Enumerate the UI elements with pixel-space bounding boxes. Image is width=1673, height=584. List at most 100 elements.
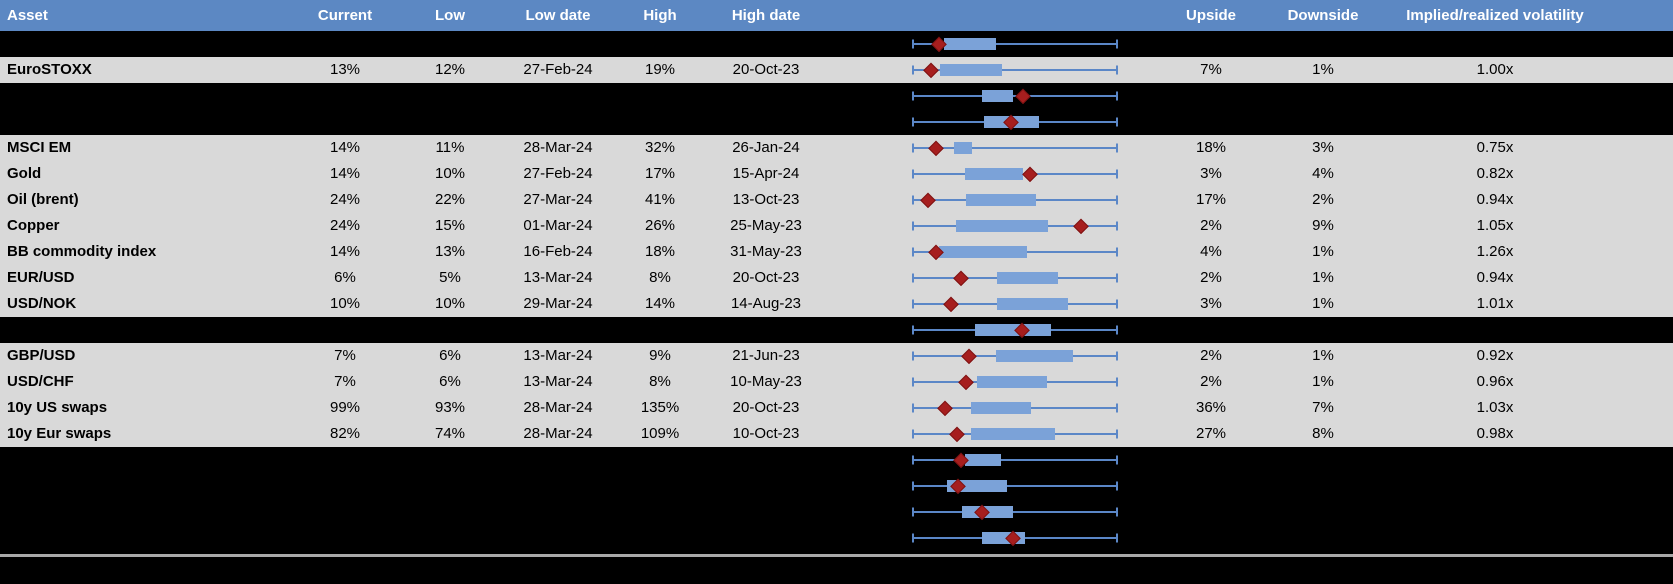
downside-value: 2% xyxy=(1312,191,1334,208)
whisker-cap-left xyxy=(912,377,914,387)
current-value xyxy=(295,31,395,57)
diamond-marker-icon xyxy=(953,270,969,286)
column-header-low-date: Low date xyxy=(525,7,591,24)
downside-value: 4% xyxy=(1312,165,1334,182)
low-date-value: 28-Mar-24 xyxy=(523,425,593,442)
upside-value: 18% xyxy=(1195,139,1227,156)
high-value: 18% xyxy=(644,243,676,260)
downside-value: 7% xyxy=(1312,399,1334,416)
whisker-cap-right xyxy=(1116,143,1118,153)
table-header-row: Asset Current Low Low date High High dat… xyxy=(0,0,1673,31)
current-value xyxy=(295,447,395,473)
implied-realized-value xyxy=(1395,473,1595,499)
current-value: 6% xyxy=(334,269,356,286)
low-date-value: 29-Mar-24 xyxy=(523,295,593,312)
iqr-box xyxy=(997,298,1068,310)
downside-value xyxy=(1268,83,1378,109)
whisker-cap-right xyxy=(1116,221,1118,231)
low-value xyxy=(400,447,500,473)
boxplot xyxy=(912,395,1118,421)
boxplot xyxy=(912,265,1118,291)
downside-value: 1% xyxy=(1312,243,1334,260)
table-row: EuroSTOXX 13% 12% 27-Feb-24 19% 20-Oct-2… xyxy=(0,57,1673,83)
iqr-box xyxy=(965,168,1023,180)
high-date-value: 20-Oct-23 xyxy=(732,269,800,286)
whisker-cap-left xyxy=(912,91,914,101)
implied-realized-value xyxy=(1395,447,1595,473)
iqr-box xyxy=(944,38,997,50)
diamond-marker-icon xyxy=(1015,88,1031,104)
whisker-cap-left xyxy=(912,325,914,335)
asset-name: EUR/USD xyxy=(7,269,75,286)
boxplot xyxy=(912,473,1118,499)
high-date-value xyxy=(701,31,831,57)
diamond-marker-icon xyxy=(937,400,953,416)
table-row: BB commodity index 14% 13% 16-Feb-24 18%… xyxy=(0,239,1673,265)
boxplot xyxy=(912,317,1118,343)
low-value xyxy=(400,499,500,525)
low-value: 15% xyxy=(434,217,466,234)
low-value: 11% xyxy=(435,139,465,156)
low-date-value xyxy=(493,317,623,343)
high-date-value: 20-Oct-23 xyxy=(732,61,800,78)
high-date-value: 10-May-23 xyxy=(730,373,802,390)
boxplot xyxy=(912,187,1118,213)
implied-realized-value: 0.94x xyxy=(1476,269,1514,286)
current-value xyxy=(295,109,395,135)
asset-name: Copper xyxy=(7,217,60,234)
low-value: 5% xyxy=(439,269,461,286)
iqr-box xyxy=(956,220,1048,232)
implied-realized-value: 0.75x xyxy=(1476,139,1514,156)
asset-name: USD/NOK xyxy=(7,295,77,312)
table-footer xyxy=(0,551,1673,584)
implied-realized-value: 1.26x xyxy=(1476,243,1514,260)
diamond-marker-icon xyxy=(949,426,965,442)
implied-realized-value xyxy=(1395,109,1595,135)
upside-value xyxy=(1156,473,1266,499)
column-header-high-date: High date xyxy=(731,7,801,24)
boxplot xyxy=(912,135,1118,161)
boxplot xyxy=(912,291,1118,317)
iqr-box xyxy=(965,454,1002,466)
current-value: 82% xyxy=(329,425,361,442)
iqr-box xyxy=(971,428,1055,440)
whisker-cap-right xyxy=(1116,65,1118,75)
asset-name: GBP/USD xyxy=(7,347,76,364)
implied-realized-value xyxy=(1395,525,1595,551)
low-value xyxy=(400,473,500,499)
whisker-cap-right xyxy=(1116,481,1118,491)
upside-value xyxy=(1156,83,1266,109)
iqr-box xyxy=(966,194,1036,206)
low-date-value: 01-Mar-24 xyxy=(523,217,593,234)
implied-realized-value: 0.92x xyxy=(1476,347,1514,364)
table-row xyxy=(0,499,1673,525)
high-date-value xyxy=(701,317,831,343)
high-value xyxy=(610,447,710,473)
high-value: 135% xyxy=(640,399,680,416)
boxplot xyxy=(912,213,1118,239)
high-value: 14% xyxy=(644,295,676,312)
low-value: 22% xyxy=(434,191,466,208)
low-value: 13% xyxy=(434,243,466,260)
whisker-line xyxy=(912,511,1118,513)
low-value: 6% xyxy=(439,347,461,364)
upside-value: 3% xyxy=(1200,165,1222,182)
whisker-cap-right xyxy=(1116,39,1118,49)
asset-name: MSCI EM xyxy=(7,139,72,156)
whisker-cap-left xyxy=(912,39,914,49)
high-date-value: 25-May-23 xyxy=(730,217,802,234)
low-value xyxy=(400,317,500,343)
high-date-value: 13-Oct-23 xyxy=(732,191,800,208)
low-value: 93% xyxy=(434,399,466,416)
implied-realized-value: 0.94x xyxy=(1476,191,1514,208)
whisker-cap-right xyxy=(1116,325,1118,335)
current-value xyxy=(295,317,395,343)
low-value: 12% xyxy=(434,61,466,78)
table-row: Copper 24% 15% 01-Mar-24 26% 25-May-23 2… xyxy=(0,213,1673,239)
high-date-value xyxy=(701,499,831,525)
boxplot xyxy=(912,83,1118,109)
table-row: GBP/USD 7% 6% 13-Mar-24 9% 21-Jun-23 2% … xyxy=(0,343,1673,369)
whisker-line xyxy=(912,459,1118,461)
whisker-cap-left xyxy=(912,299,914,309)
